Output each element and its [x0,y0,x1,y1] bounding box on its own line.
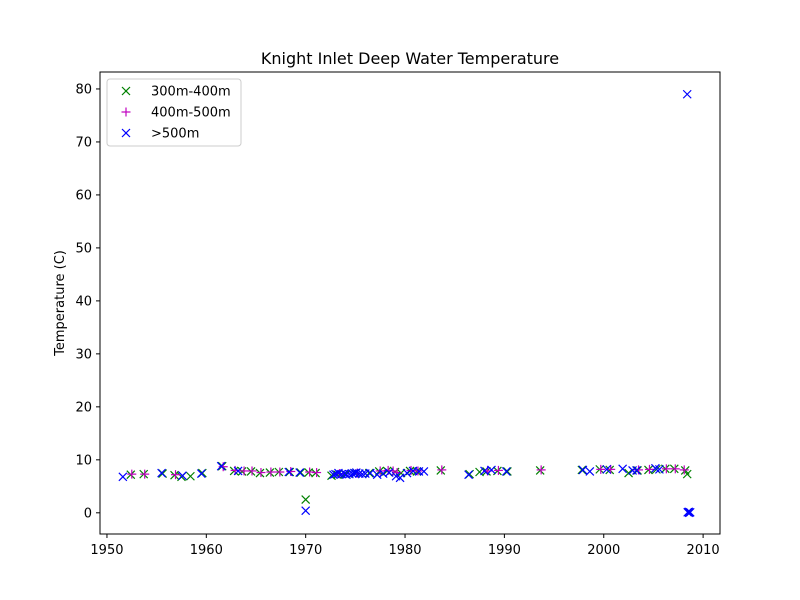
data-point [502,467,512,476]
data-point [329,470,338,480]
y-tick-label: 40 [75,294,92,309]
data-point [384,468,394,477]
data-point [178,471,187,481]
data-point [661,464,671,474]
y-axis-label: Temperature (C) [53,250,68,357]
data-point [464,470,474,480]
x-tick-label: 1990 [488,543,521,558]
legend-marker [121,128,131,138]
data-point [351,468,361,477]
data-marks [118,89,695,518]
data-point [118,472,128,482]
y-tick-label: 60 [75,188,92,203]
plot-area [100,72,720,534]
legend-entry-500m: >500m [121,127,199,142]
x-tick-label: 2010 [687,543,720,558]
data-point [275,467,285,477]
data-point [312,468,322,478]
data-point [578,465,588,475]
data-point [536,465,546,475]
legend-label: 300m-400m [151,85,231,100]
data-point [127,469,137,479]
x-tick-label: 1970 [289,543,322,558]
data-point [266,467,276,477]
data-point [487,465,496,475]
legend-label: >500m [151,127,199,142]
x-tick-label: 2000 [587,543,620,558]
y-tick-label: 80 [75,82,92,97]
data-point [606,464,616,474]
data-point [357,469,367,479]
data-point [296,468,306,477]
legend-marker [121,107,131,117]
data-point [596,464,606,474]
data-point [654,464,664,474]
data-point [196,469,206,479]
data-point [233,466,243,476]
data-point [419,467,429,476]
legend-entry-400m-500m: 400m-500m [121,106,231,121]
y-tick-label: 70 [75,135,92,150]
data-point [577,465,587,475]
data-point [682,89,692,99]
data-point [644,464,654,474]
legend-frame [106,78,242,147]
legend: 300m-400m 400m-500m >500m [106,78,242,147]
chart-title: Knight Inlet Deep Water Temperature [261,49,559,68]
data-point [395,473,405,483]
x-tick-label: 1950 [90,543,123,558]
data-point [365,468,375,478]
x-axis: 1950 1960 1970 1980 1990 2000 2010 [90,534,720,558]
data-point [171,470,181,480]
data-point [239,466,249,476]
data-point [301,495,311,504]
data-point [402,468,412,478]
data-point [585,467,595,476]
data-point [480,466,489,476]
data-point [493,465,503,475]
data-point [284,467,294,477]
y-axis: 0 10 20 30 40 50 60 70 80 [75,82,100,521]
data-point [185,471,195,481]
data-point [618,464,628,474]
y-tick-label: 0 [84,506,92,521]
data-point [501,467,511,476]
series-500m [118,89,695,518]
data-point [679,465,689,475]
data-point [295,468,305,477]
data-point [624,468,634,478]
data-point [140,469,150,479]
data-point [632,465,641,475]
y-tick-label: 10 [75,453,92,468]
data-point [157,468,167,478]
y-tick-label: 50 [75,241,92,256]
data-point [247,466,257,476]
data-point [670,464,680,474]
data-point [685,507,695,517]
data-point [628,465,637,475]
legend-label: 400m-500m [151,106,231,121]
legend-marker [121,86,131,96]
y-tick-label: 30 [75,347,92,362]
data-point [216,461,226,471]
x-tick-label: 1980 [388,543,421,558]
data-point [256,468,266,478]
data-point [602,464,612,474]
data-point [301,506,311,516]
plot-frame [99,71,721,535]
data-point [437,465,447,475]
legend-entry-300m-400m: 300m-400m [121,85,231,100]
y-tick-label: 20 [75,400,92,415]
x-tick-label: 1960 [190,543,223,558]
